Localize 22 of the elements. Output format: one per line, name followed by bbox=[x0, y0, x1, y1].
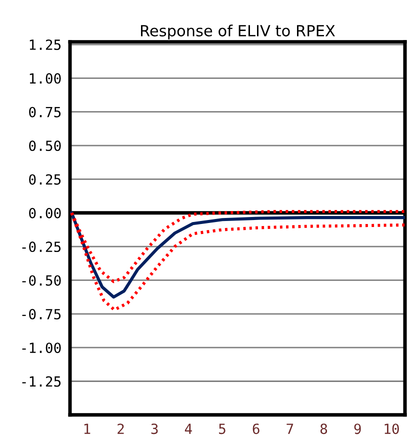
x-tick-label: 7 bbox=[286, 424, 294, 434]
x-tick-label: 4 bbox=[184, 424, 192, 434]
x-tick-label: 5 bbox=[219, 424, 226, 434]
x-tick-label: 1 bbox=[84, 424, 90, 434]
x-tick-label: 10 bbox=[384, 424, 399, 434]
y-tick-label: -0.25 bbox=[22, 242, 61, 252]
chart-title: Response of ELIV to RPEX bbox=[141, 24, 335, 40]
x-tick-label: 9 bbox=[354, 424, 361, 434]
y-tick-label: 0.25 bbox=[29, 174, 61, 185]
x-tick-label: 2 bbox=[118, 424, 124, 434]
y-tick-label: -0.75 bbox=[22, 308, 61, 320]
y-tick-label: 1.25 bbox=[30, 40, 61, 50]
y-tick-label: 0.00 bbox=[29, 208, 61, 218]
y-tick-label: -1.00 bbox=[22, 342, 61, 354]
x-tick-label: 8 bbox=[320, 424, 328, 434]
y-tick-label: -1.25 bbox=[22, 376, 61, 387]
x-tick-label: 6 bbox=[252, 424, 260, 434]
y-tick-label: 1.00 bbox=[30, 73, 61, 84]
x-tick-label: 3 bbox=[151, 424, 158, 434]
y-tick-label: 0.50 bbox=[29, 140, 61, 152]
y-tick-label: -0.50 bbox=[22, 275, 61, 286]
y-tick-label: 0.75 bbox=[29, 106, 61, 118]
